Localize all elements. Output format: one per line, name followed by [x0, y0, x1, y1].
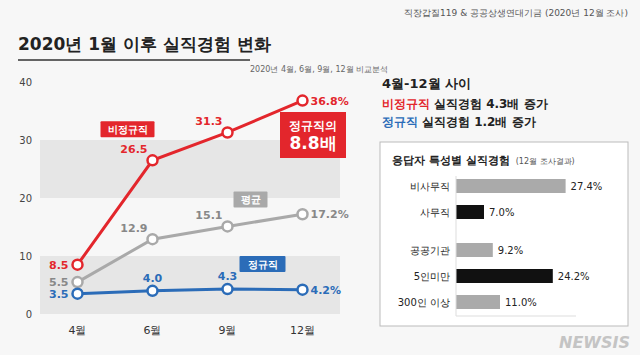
- data-label: 36.8%: [311, 95, 349, 108]
- y-tick-label: 30: [19, 135, 32, 146]
- bar: [456, 205, 484, 219]
- point: [148, 234, 158, 244]
- series-line: [78, 289, 303, 294]
- summary-rest: 실직경험 4.3배 증가: [434, 97, 548, 111]
- series-name-box: [101, 121, 155, 137]
- data-label: 4.0: [143, 272, 163, 285]
- panel-title-text: 응답자 특성별 실직경험: [392, 154, 510, 167]
- point: [223, 284, 233, 294]
- source: 직장갑질119 & 공공상생연대기금 (2020년 12월 조사): [404, 8, 628, 18]
- bar-label: 9.2%: [498, 245, 523, 256]
- bar-label: 24.2%: [558, 271, 590, 282]
- bar-category: 공공기관: [410, 245, 450, 256]
- point: [223, 221, 233, 231]
- bar-category: 300인 이상: [398, 297, 450, 308]
- data-label: 15.1: [195, 209, 222, 222]
- data-label: 8.5: [49, 259, 69, 272]
- plot-marks: [73, 96, 308, 299]
- point: [73, 289, 83, 299]
- point: [148, 155, 158, 165]
- bar-label: 27.4%: [571, 181, 603, 192]
- bar-marks: [456, 179, 566, 309]
- bar-category: 사무직: [420, 207, 450, 218]
- series-name: 정규직: [248, 259, 278, 270]
- bar-label: 11.0%: [505, 297, 537, 308]
- background: [0, 0, 640, 355]
- y-tick-label: 10: [19, 251, 32, 262]
- annotation-box: [280, 112, 346, 158]
- summary-line: 비정규직 실직경험 4.3배 증가: [382, 97, 548, 111]
- x-tick-label: 6월: [144, 324, 162, 337]
- data-label: 12.9: [120, 222, 147, 235]
- bar-label: 7.0%: [489, 207, 514, 218]
- data-label: 17.2%: [311, 208, 349, 221]
- band: [40, 256, 340, 314]
- data-label: 3.5: [49, 288, 69, 301]
- bar: [456, 179, 566, 193]
- data-label: 4.3: [218, 270, 238, 283]
- summary-heading: 4월-12월 사이: [382, 76, 471, 91]
- point: [298, 285, 308, 295]
- panel-subtitle: (12월 조사결과): [516, 157, 575, 166]
- data-labels: 8.526.531.336.8%5.512.915.117.2%3.54.04.…: [49, 95, 349, 301]
- bar: [456, 243, 493, 257]
- summary-line: 정규직 실직경험 1.2배 증가: [382, 115, 536, 129]
- panel-title: 응답자 특성별 실직경험 (12월 조사결과): [392, 154, 575, 167]
- bar-category: 비사무직: [410, 181, 450, 192]
- point: [73, 277, 83, 287]
- bar: [456, 269, 553, 283]
- bar-baseline: [456, 176, 457, 316]
- title-rule: [18, 59, 250, 61]
- point: [73, 260, 83, 270]
- y-tick-label: 0: [26, 309, 32, 320]
- point: [298, 209, 308, 219]
- data-label: 31.3: [195, 115, 222, 128]
- y-tick-label: 40: [19, 77, 32, 88]
- x-tick-label: 9월: [219, 324, 237, 337]
- bar-axis: [456, 316, 576, 317]
- series-name-box: [234, 191, 268, 207]
- series-name-box: [240, 256, 286, 272]
- title: 2020년 1월 이후 실직경험 변화: [18, 34, 271, 54]
- point: [223, 127, 233, 137]
- page: 직장갑질119 & 공공상생연대기금 (2020년 12월 조사) 2020년 1…: [0, 0, 640, 355]
- series-name: 평균: [241, 194, 261, 205]
- bar: [456, 295, 500, 309]
- series-line: [78, 101, 303, 265]
- y-tick-label: 20: [19, 193, 32, 204]
- x-tick-label: 12월: [290, 324, 315, 337]
- watermark: NEWSIS: [559, 333, 630, 352]
- series-name: 비정규직: [108, 124, 148, 135]
- series-line: [78, 214, 303, 282]
- summary-highlight: 비정규직: [382, 97, 430, 111]
- summary-rest: 실직경험 1.2배 증가: [422, 115, 536, 129]
- data-label: 26.5: [120, 143, 147, 156]
- annotation: 정규직의: [289, 119, 337, 133]
- summary-highlight: 정규직: [382, 115, 418, 129]
- annotation: 8.8배: [289, 133, 336, 153]
- point: [298, 96, 308, 106]
- point: [148, 286, 158, 296]
- data-label: 4.2%: [311, 284, 342, 297]
- x-tick-label: 4월: [69, 324, 87, 337]
- panel-box: [380, 142, 628, 326]
- subtitle: 2020년 4월, 6월, 9월, 12월 비교분석: [250, 65, 388, 74]
- bar-category: 5인미만: [414, 271, 450, 282]
